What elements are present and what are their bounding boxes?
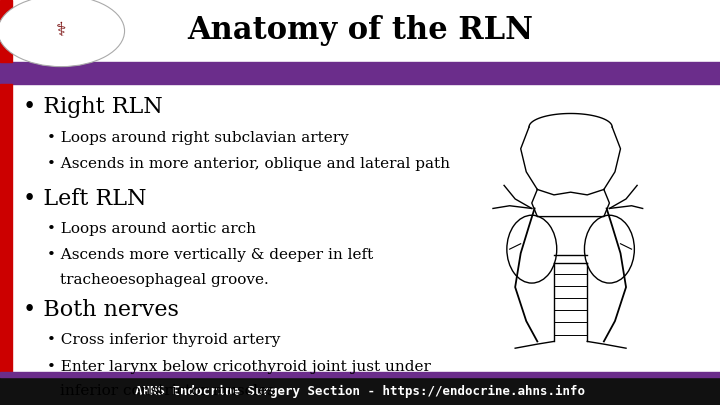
Bar (0, 0, 12, 62)
Text: AHNS Endocrine Surgery Section - https://endocrine.ahns.info: AHNS Endocrine Surgery Section - https:/… (135, 384, 585, 398)
Text: inferior constrictor muscles: inferior constrictor muscles (60, 384, 274, 398)
Circle shape (0, 0, 125, 66)
Text: • Right RLN: • Right RLN (23, 96, 163, 118)
Bar (0, 62, 720, 84)
Bar (0, 84, 12, 372)
Text: • Cross inferior thyroid artery: • Cross inferior thyroid artery (47, 333, 280, 347)
Text: • Enter larynx below cricothyroid joint just under: • Enter larynx below cricothyroid joint … (47, 360, 431, 374)
Text: Anatomy of the RLN: Anatomy of the RLN (187, 15, 533, 47)
Text: ⚕: ⚕ (56, 21, 66, 40)
Text: • Loops around right subclavian artery: • Loops around right subclavian artery (47, 131, 348, 145)
Text: • Loops around aortic arch: • Loops around aortic arch (47, 222, 256, 236)
Text: • Both nerves: • Both nerves (23, 299, 179, 321)
Text: • Ascends in more anterior, oblique and lateral path: • Ascends in more anterior, oblique and … (47, 157, 450, 171)
Bar (0, 377, 720, 405)
Bar (0, 372, 720, 377)
Text: • Left RLN: • Left RLN (23, 188, 147, 209)
Text: tracheoesophageal groove.: tracheoesophageal groove. (60, 273, 269, 287)
Text: • Ascends more vertically & deeper in left: • Ascends more vertically & deeper in le… (47, 248, 373, 262)
